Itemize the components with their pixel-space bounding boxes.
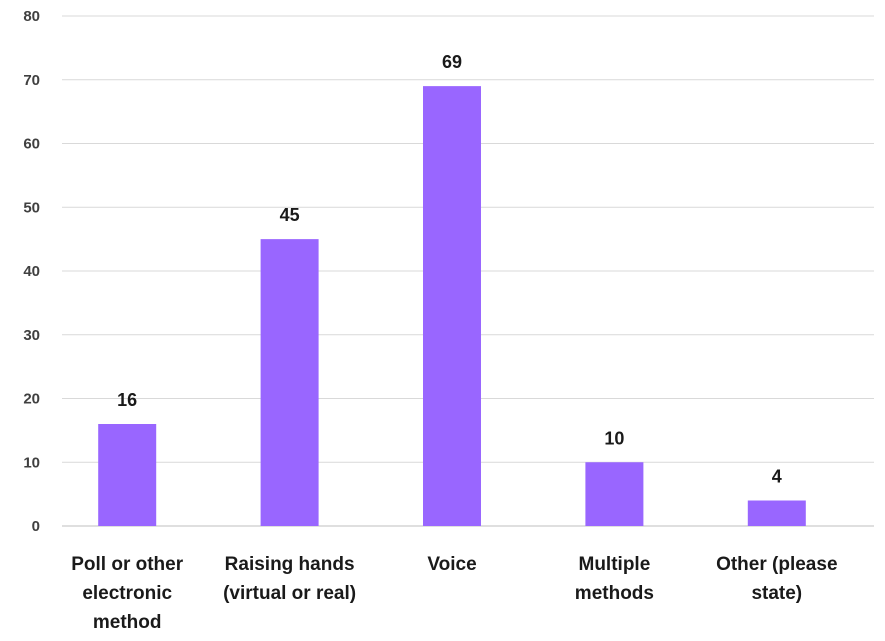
x-tick-label: electronic <box>82 583 172 604</box>
y-axis-ticks: 0 10 20 30 40 50 60 70 80 <box>23 8 40 535</box>
y-tick-label: 30 <box>23 327 40 344</box>
bar <box>423 86 481 526</box>
x-tick-label: Other (please <box>716 554 837 575</box>
x-tick-label: method <box>93 612 162 633</box>
y-tick-label: 70 <box>23 72 40 89</box>
x-tick-label: Poll or other <box>71 554 184 575</box>
bar <box>98 424 157 526</box>
x-tick-label: Voice <box>427 554 476 575</box>
data-label: 45 <box>280 205 300 225</box>
y-tick-label: 60 <box>23 136 40 153</box>
x-tick-label: state) <box>751 583 802 604</box>
y-tick-label: 80 <box>23 8 40 25</box>
x-axis-labels: Poll or other electronic method Raising han… <box>71 554 837 633</box>
bar <box>747 500 806 526</box>
x-tick-label: methods <box>575 583 654 604</box>
y-tick-label: 50 <box>23 199 40 216</box>
x-tick-label: Multiple <box>579 554 651 575</box>
x-tick-label: (virtual or real) <box>223 583 356 604</box>
data-label: 4 <box>772 467 782 487</box>
data-label: 10 <box>604 428 624 448</box>
x-tick-label: Raising hands <box>225 554 355 575</box>
data-labels: 16 45 69 10 4 <box>117 52 782 486</box>
data-label: 16 <box>117 390 137 410</box>
y-tick-label: 10 <box>23 454 40 471</box>
bar <box>585 462 644 526</box>
bar <box>260 239 319 526</box>
y-tick-label: 0 <box>32 518 40 535</box>
y-tick-label: 40 <box>23 263 40 280</box>
data-label: 69 <box>442 52 462 72</box>
y-tick-label: 20 <box>23 391 40 408</box>
bars <box>98 86 806 526</box>
